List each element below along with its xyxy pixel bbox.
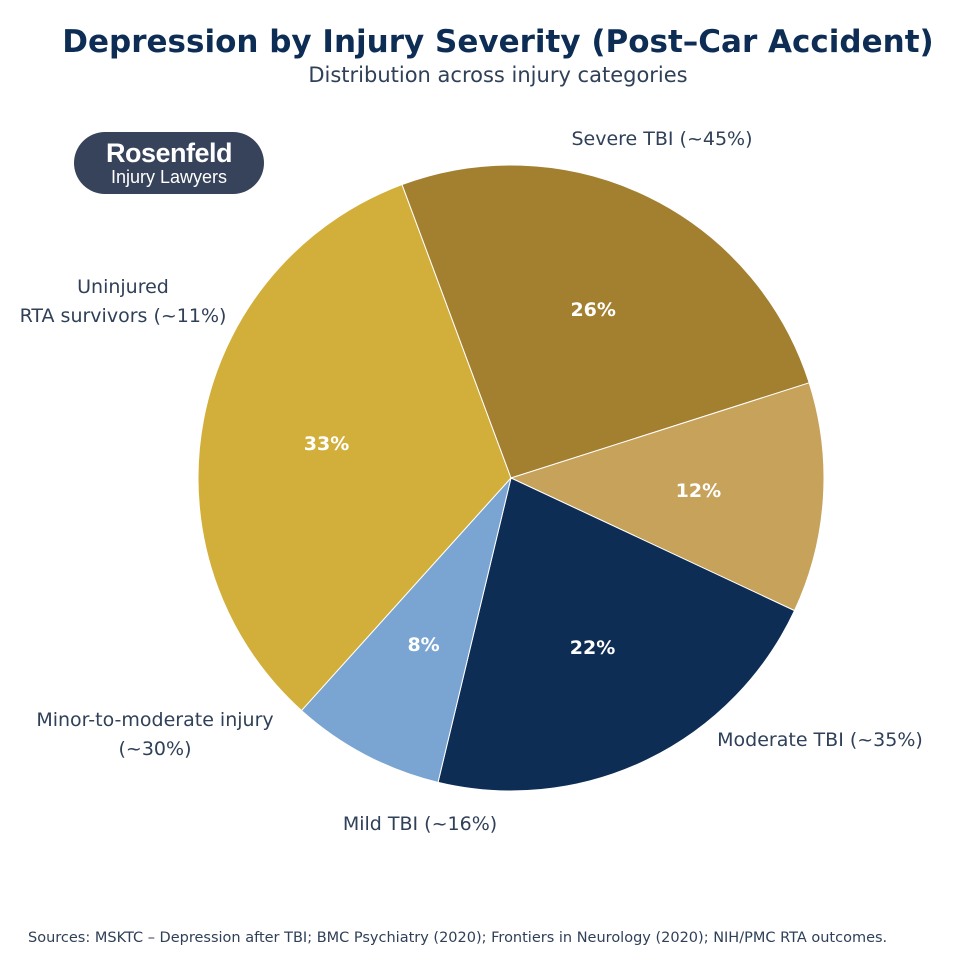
sources-note: Sources: MSKTC – Depression after TBI; B… bbox=[28, 930, 888, 946]
company-logo: Rosenfeld Injury Lawyers bbox=[74, 132, 264, 194]
slice-category-label: Severe TBI (~45%) bbox=[571, 128, 752, 150]
slice-percent-label: 12% bbox=[676, 480, 721, 502]
pie-slice bbox=[509, 382, 825, 612]
pie-slice bbox=[197, 183, 512, 712]
chart-subtitle: Distribution across injury categories bbox=[308, 63, 688, 87]
slice-percent-label: 26% bbox=[570, 299, 615, 321]
logo-name: Rosenfeld bbox=[105, 138, 233, 168]
slice-percent-label: 8% bbox=[407, 634, 439, 656]
slice-category-label: Minor-to-moderate injury (~30%) bbox=[36, 709, 273, 760]
pie-slice bbox=[437, 477, 796, 792]
pie-slice bbox=[401, 164, 810, 479]
slice-category-label: Uninjured RTA survivors (~11%) bbox=[20, 276, 227, 327]
slice-percent-label: 33% bbox=[304, 433, 349, 455]
chart-title: Depression by Injury Severity (Post–Car … bbox=[62, 24, 934, 60]
slice-percent-label: 22% bbox=[570, 637, 615, 659]
slice-category-label: Moderate TBI (~35%) bbox=[717, 729, 923, 751]
logo-tagline: Injury Lawyers bbox=[110, 167, 228, 187]
slice-category-label: Mild TBI (~16%) bbox=[343, 813, 497, 835]
pie-slice bbox=[300, 477, 512, 783]
